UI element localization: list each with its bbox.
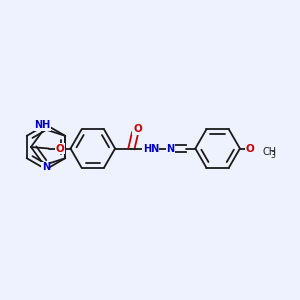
- Text: O: O: [133, 124, 142, 134]
- Text: O: O: [246, 143, 255, 154]
- Text: N: N: [42, 162, 50, 172]
- Text: N: N: [166, 143, 174, 154]
- Text: CH: CH: [263, 147, 277, 157]
- Text: 3: 3: [271, 151, 276, 160]
- Text: NH: NH: [34, 120, 51, 130]
- Text: HN: HN: [142, 143, 159, 154]
- Text: O: O: [56, 143, 64, 154]
